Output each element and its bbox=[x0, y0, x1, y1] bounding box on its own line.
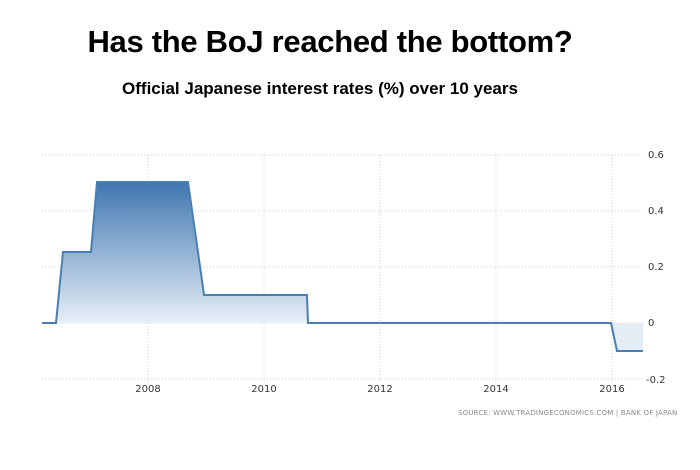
rate-line bbox=[42, 181, 643, 352]
svg-text:0.6: 0.6 bbox=[648, 150, 664, 161]
svg-text:2012: 2012 bbox=[367, 384, 392, 395]
rate-area-positive bbox=[42, 182, 308, 323]
svg-text:2008: 2008 bbox=[135, 384, 160, 395]
svg-text:0: 0 bbox=[648, 318, 654, 329]
chart-title: Has the BoJ reached the bottom? bbox=[87, 24, 573, 59]
rate-area-negative bbox=[611, 323, 643, 351]
svg-text:2014: 2014 bbox=[483, 384, 508, 395]
svg-text:0.4: 0.4 bbox=[648, 206, 664, 217]
source-credit: SOURCE: WWW.TRADINGECONOMICS.COM | BANK … bbox=[458, 409, 678, 417]
svg-text:2016: 2016 bbox=[599, 384, 624, 395]
svg-text:-0.2: -0.2 bbox=[646, 375, 666, 386]
y-axis-labels: 0.6 0.4 0.2 0 -0.2 bbox=[646, 150, 666, 386]
svg-text:2010: 2010 bbox=[251, 384, 276, 395]
x-axis-labels: 2008 2010 2012 2014 2016 bbox=[135, 384, 624, 395]
chart-subtitle: Official Japanese interest rates (%) ove… bbox=[122, 79, 518, 98]
svg-text:0.2: 0.2 bbox=[648, 262, 664, 273]
